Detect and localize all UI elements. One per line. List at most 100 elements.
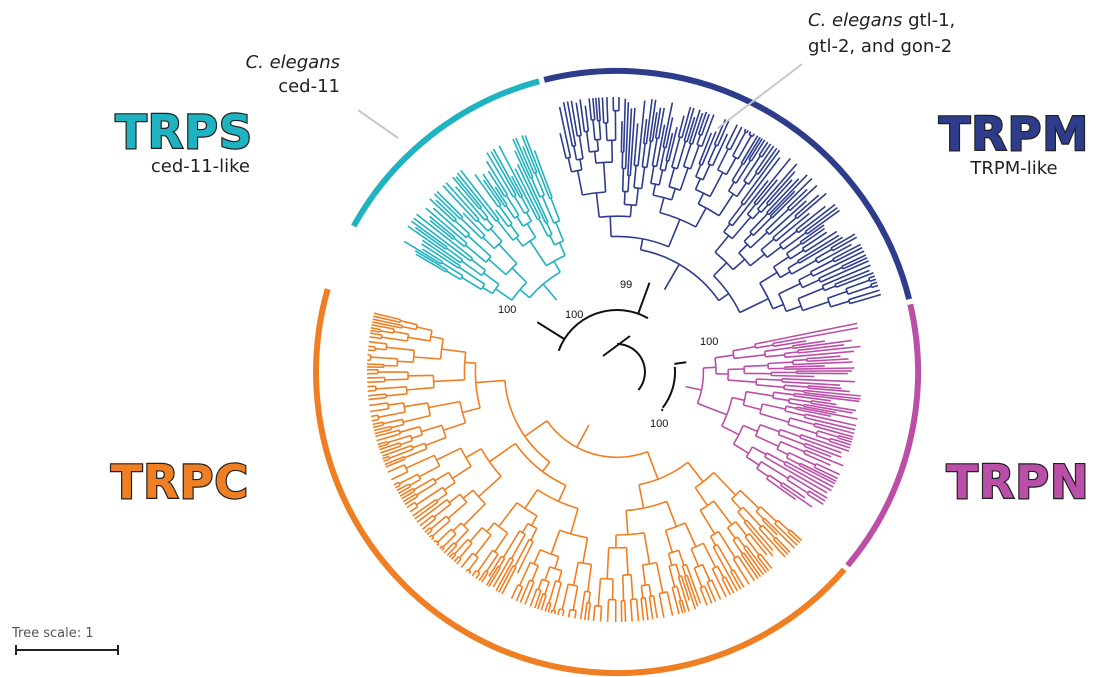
leaf-branch: [669, 132, 674, 142]
leaf-branch: [805, 471, 834, 488]
branch: [796, 199, 820, 220]
branch-arc: [785, 253, 791, 260]
branch: [651, 121, 657, 142]
branch-arc: [475, 218, 480, 223]
branch: [433, 247, 461, 267]
branch-arc: [696, 367, 705, 404]
branch: [768, 192, 790, 216]
leaf-branch: [815, 209, 840, 229]
branch: [729, 138, 737, 151]
branch: [374, 428, 392, 435]
branch: [849, 295, 876, 305]
branch: [799, 232, 814, 243]
branch: [797, 215, 821, 234]
branch: [387, 434, 411, 444]
branch: [779, 271, 791, 279]
branch: [644, 597, 649, 621]
branch: [495, 555, 502, 566]
branch: [664, 160, 669, 171]
branch-arc: [565, 156, 571, 160]
branch: [671, 587, 680, 615]
branch: [703, 366, 716, 369]
branch: [627, 162, 630, 176]
branch: [743, 521, 754, 533]
branch: [534, 200, 547, 224]
branch-arc: [479, 206, 482, 210]
trps-title: TRPS: [115, 105, 253, 159]
branch: [579, 159, 583, 170]
branch: [554, 556, 560, 569]
branch: [507, 559, 515, 571]
leaf-branch: [788, 470, 828, 494]
branch-arc: [433, 454, 441, 467]
branch: [665, 140, 672, 161]
branch: [582, 537, 589, 564]
branch: [534, 194, 549, 223]
branch: [707, 144, 717, 165]
branch: [485, 218, 494, 228]
branch: [698, 152, 705, 165]
leaf-branch: [455, 176, 468, 191]
leaf-branch: [693, 109, 701, 128]
branch: [721, 425, 740, 436]
leaf-branch: [824, 206, 838, 218]
branch: [524, 581, 535, 604]
branch-arc: [516, 502, 538, 517]
leaf-branch: [673, 127, 678, 139]
branch: [517, 586, 524, 598]
branch: [677, 123, 683, 138]
leaf-branch: [808, 367, 855, 370]
branch: [718, 193, 734, 217]
branch: [766, 191, 778, 204]
branch: [758, 527, 781, 552]
branch: [430, 253, 443, 263]
branch: [381, 336, 408, 342]
branch: [372, 421, 384, 426]
branch-arc: [505, 262, 518, 276]
branch: [454, 529, 469, 545]
branch: [465, 568, 469, 572]
branch: [810, 402, 838, 409]
branch: [379, 330, 394, 334]
branch: [401, 325, 417, 331]
leaf-branch: [812, 224, 825, 234]
branch: [428, 258, 448, 271]
leaf-branch: [817, 355, 841, 359]
branch: [498, 243, 518, 265]
branch: [778, 433, 805, 446]
branch-arc: [763, 351, 767, 357]
branch: [652, 595, 657, 610]
branch: [387, 456, 405, 464]
branch: [381, 429, 400, 436]
leaf-branch: [813, 205, 826, 217]
branch: [658, 593, 665, 618]
branch: [383, 458, 390, 463]
branch-arc: [491, 283, 500, 295]
branch: [443, 422, 466, 432]
branch: [749, 213, 769, 233]
branch: [451, 465, 472, 480]
leaf-branch: [416, 213, 461, 250]
branch: [738, 243, 748, 254]
branch: [817, 254, 832, 264]
branch: [578, 135, 584, 159]
leaf-branch: [825, 230, 838, 240]
branch: [629, 144, 634, 176]
branch: [761, 519, 772, 530]
branch-arc: [759, 282, 774, 310]
branch: [792, 358, 807, 362]
leaf-branch: [429, 198, 441, 209]
branch: [646, 141, 652, 168]
branch: [754, 153, 769, 173]
gtl-line1: C. elegans gtl-1,: [808, 10, 955, 31]
branch: [784, 354, 813, 359]
branch: [789, 397, 812, 403]
branch-arc: [524, 210, 530, 215]
branch: [467, 206, 480, 220]
branch-arc: [493, 522, 509, 534]
branch: [745, 456, 760, 466]
branch-arc: [727, 520, 737, 529]
branch: [640, 585, 644, 599]
leaf-branch: [746, 180, 769, 208]
branch: [460, 253, 471, 262]
